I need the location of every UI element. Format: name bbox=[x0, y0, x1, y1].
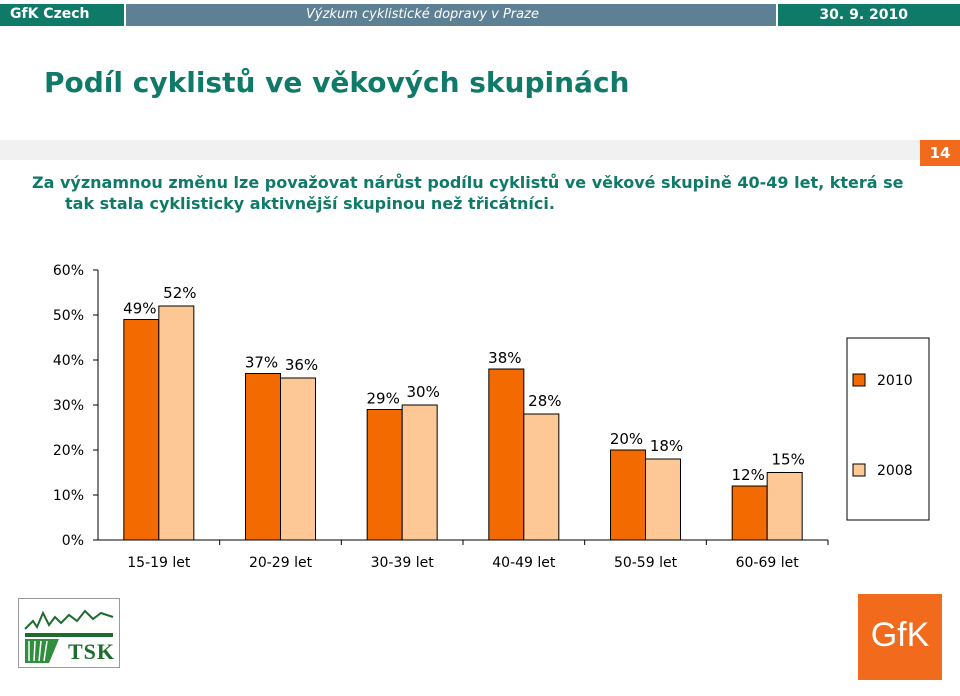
bar-2008 bbox=[766, 472, 803, 541]
bar-2008 bbox=[158, 305, 195, 541]
y-tick-label: 20% bbox=[53, 443, 84, 459]
header-date: 30. 9. 2010 bbox=[819, 7, 908, 23]
header-study-bar: Výzkum cyklistické dopravy v Praze bbox=[126, 4, 776, 26]
x-tick-label: 40-49 let bbox=[492, 555, 556, 571]
x-tick-label: 20-29 let bbox=[249, 555, 313, 571]
bar-2008 bbox=[280, 377, 316, 541]
gfk-logo-text: GfK bbox=[870, 616, 930, 654]
y-tick-label: 0% bbox=[62, 533, 84, 549]
bar-2010 bbox=[123, 319, 160, 541]
bar-2008 bbox=[645, 458, 681, 541]
data-label: 18% bbox=[650, 437, 683, 455]
data-label: 28% bbox=[528, 392, 561, 410]
tsk-emblem-icon bbox=[24, 609, 114, 663]
tsk-logo-text: TSK bbox=[67, 639, 115, 664]
tsk-logo: TSK bbox=[18, 598, 120, 668]
y-tick-label: 40% bbox=[53, 353, 84, 369]
subtitle: Za významnou změnu lze považovat nárůst … bbox=[32, 172, 912, 214]
bar-2010 bbox=[610, 449, 646, 541]
y-tick-label: 30% bbox=[53, 398, 84, 414]
header-brand: GfK Czech bbox=[10, 6, 90, 22]
legend-label: 2010 bbox=[877, 373, 913, 389]
bar-2010 bbox=[366, 409, 403, 541]
y-tick-label: 50% bbox=[53, 308, 84, 324]
legend-swatch-2008 bbox=[852, 463, 866, 477]
subtitle-line-2: tak stala cyklisticky aktivnější skupino… bbox=[65, 194, 555, 213]
subtitle-line-1: Za významnou změnu lze považovat nárůst … bbox=[32, 173, 904, 192]
header-study: Výzkum cyklistické dopravy v Praze bbox=[306, 7, 539, 22]
bar-2010 bbox=[488, 368, 525, 541]
data-label: 38% bbox=[488, 349, 521, 367]
legend-label: 2008 bbox=[877, 463, 913, 479]
page-number: 14 bbox=[920, 140, 960, 166]
data-label: 12% bbox=[731, 466, 764, 484]
y-tick-label: 60% bbox=[53, 263, 84, 279]
data-label: 52% bbox=[163, 284, 196, 302]
data-label: 15% bbox=[771, 451, 804, 469]
bar-2008 bbox=[401, 404, 438, 541]
x-tick-label: 50-59 let bbox=[614, 555, 678, 571]
bar-2008 bbox=[523, 413, 560, 541]
data-label: 36% bbox=[285, 356, 318, 374]
x-tick-label: 60-69 let bbox=[736, 555, 800, 571]
data-label: 30% bbox=[406, 383, 439, 401]
data-label: 49% bbox=[123, 300, 156, 318]
header-date-bar: 30. 9. 2010 bbox=[778, 4, 960, 26]
data-label: 37% bbox=[245, 354, 278, 372]
x-tick-label: 15-19 let bbox=[127, 555, 191, 571]
data-label: 29% bbox=[366, 390, 399, 408]
data-label: 20% bbox=[610, 430, 643, 448]
x-tick-label: 30-39 let bbox=[371, 555, 435, 571]
page-title: Podíl cyklistů ve věkových skupinách bbox=[44, 66, 630, 99]
legend-box bbox=[846, 337, 930, 521]
bar-2010 bbox=[245, 373, 281, 541]
legend-swatch-2010 bbox=[852, 373, 866, 387]
header-brand-bar: GfK Czech bbox=[0, 4, 124, 26]
gfk-logo: GfK bbox=[858, 594, 942, 680]
y-tick-label: 10% bbox=[53, 488, 84, 504]
bar-2010 bbox=[731, 485, 768, 541]
divider-band bbox=[0, 140, 960, 160]
